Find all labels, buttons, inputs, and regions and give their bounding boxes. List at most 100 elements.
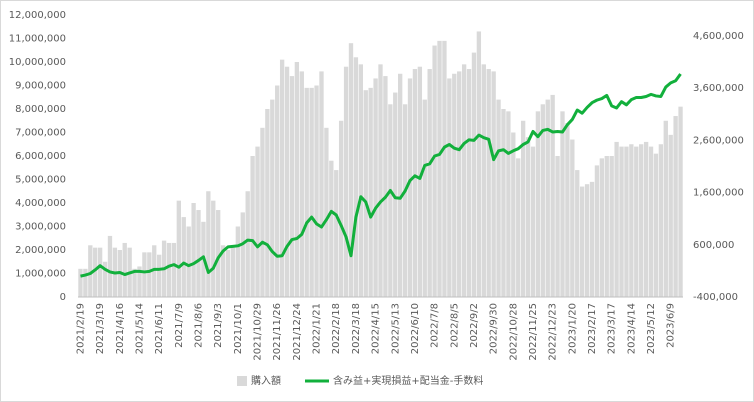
bar	[584, 184, 590, 297]
bar	[643, 141, 649, 297]
bar	[565, 123, 570, 297]
x-tick-label: 2021/12/24	[292, 303, 303, 361]
bar	[658, 144, 664, 297]
bar	[147, 252, 152, 297]
bar	[275, 85, 280, 297]
bar	[629, 144, 634, 297]
bar	[501, 109, 506, 297]
bar	[673, 116, 678, 297]
bar	[599, 158, 605, 297]
bar	[417, 66, 423, 297]
bar	[97, 247, 103, 297]
x-tick-label: 2021/5/14	[134, 303, 145, 354]
y-tick-label: 12,000,000	[9, 10, 66, 21]
bar	[235, 226, 241, 297]
y-tick-label: 7,000,000	[15, 128, 66, 139]
bar	[260, 127, 265, 297]
bar	[412, 69, 418, 297]
bar	[279, 59, 285, 298]
x-tick-label: 2022/10/28	[508, 303, 519, 361]
legend-swatch	[237, 376, 247, 386]
x-tick-label: 2022/2/18	[331, 303, 342, 354]
bar	[393, 92, 398, 297]
y-tick-label: 1,000,000	[15, 269, 66, 280]
x-tick-label: 2022/4/15	[371, 303, 382, 354]
x-tick-label: 2022/3/18	[351, 303, 362, 354]
bar	[580, 186, 585, 297]
bar	[358, 64, 363, 297]
bar	[388, 104, 393, 297]
bar	[181, 217, 186, 297]
bar	[132, 268, 137, 297]
bar	[255, 146, 260, 297]
x-tick-label: 2022/9/30	[489, 303, 500, 354]
bar	[555, 156, 560, 297]
bar	[93, 247, 98, 297]
x-tick-label: 2022/9/2	[469, 303, 480, 348]
y-tick-label: 0	[60, 292, 66, 303]
x-tick-label: 2023/3/17	[607, 303, 618, 354]
bar	[447, 78, 452, 297]
bar	[535, 111, 541, 297]
bar	[343, 66, 349, 297]
bar	[476, 31, 482, 297]
bar	[319, 71, 324, 298]
x-tick-label: 2023/4/14	[626, 303, 637, 354]
bar	[452, 73, 457, 297]
bar	[663, 120, 668, 297]
x-tick-label: 2023/1/20	[567, 303, 578, 354]
bar	[294, 62, 300, 297]
y2-tick-label: 600,000	[693, 240, 734, 251]
x-tick-label: 2022/11/25	[528, 303, 539, 361]
legend-label: 含み益+実現損益+配当金-手数料	[333, 374, 483, 387]
x-tick-label: 2021/10/29	[253, 303, 264, 361]
x-tick-label: 2022/7/8	[430, 303, 441, 348]
bar	[78, 268, 83, 297]
bar	[152, 245, 157, 297]
bar	[520, 120, 526, 297]
bar	[383, 76, 388, 297]
bar	[609, 156, 614, 297]
y2-tick-label: 4,600,000	[693, 31, 744, 42]
bar	[211, 200, 216, 297]
bar	[206, 191, 211, 297]
bar	[270, 99, 275, 297]
bar	[363, 90, 368, 297]
bar	[506, 111, 511, 297]
bar	[427, 69, 432, 297]
y-tick-label: 8,000,000	[15, 104, 66, 115]
bar	[191, 203, 196, 297]
x-tick-label: 2022/12/23	[548, 303, 559, 361]
bar	[171, 242, 177, 297]
bar	[166, 242, 172, 297]
bar	[368, 87, 373, 297]
y-tick-label: 11,000,000	[9, 34, 66, 45]
bar	[334, 170, 339, 297]
bar	[245, 191, 250, 297]
bar	[496, 99, 501, 297]
bar	[348, 43, 354, 298]
y-tick-label: 4,000,000	[15, 198, 66, 209]
bar	[299, 71, 304, 298]
bar	[265, 109, 270, 297]
x-tick-label: 2021/4/16	[115, 303, 126, 354]
bar	[466, 69, 472, 297]
y-tick-label: 5,000,000	[15, 175, 66, 186]
bar	[102, 261, 108, 297]
bar	[122, 242, 127, 297]
bar	[314, 85, 319, 297]
bar	[471, 52, 477, 297]
bar	[624, 146, 629, 297]
bar	[639, 144, 644, 297]
x-tick-label: 2021/3/19	[95, 303, 106, 354]
bar	[422, 99, 427, 297]
bar	[216, 210, 221, 297]
bar	[338, 120, 344, 297]
bar	[373, 78, 378, 297]
bar	[619, 146, 624, 297]
x-tick-label: 2022/6/10	[410, 303, 421, 354]
bar	[437, 40, 442, 297]
bar	[540, 104, 545, 297]
bar	[402, 104, 408, 297]
